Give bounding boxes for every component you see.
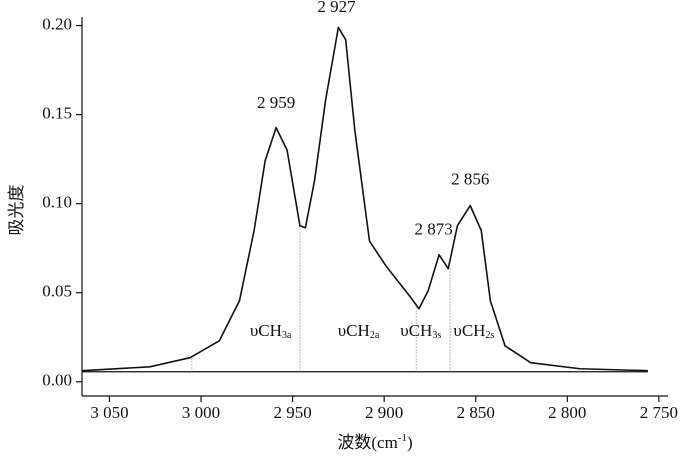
annotation-text: 2 927 (317, 0, 356, 16)
annotation-text: 2 959 (257, 93, 295, 112)
annotation: 2 927 (317, 0, 356, 16)
x-tick-label: 3 000 (182, 403, 220, 422)
annotation-sub: 3s (432, 330, 441, 341)
x-tick-label: 2 900 (365, 403, 403, 422)
y-axis-label: 吸光度 (7, 185, 26, 236)
y-tick-label: 0.20 (42, 14, 72, 33)
annotation: 2 856 (451, 169, 489, 188)
annotation-text: 2 873 (414, 219, 452, 238)
annotation: υCH3a (250, 321, 292, 341)
annotation: υCH3s (400, 321, 441, 341)
annotation-text: υCH (453, 321, 485, 340)
annotation: 2 959 (257, 93, 295, 112)
annotation-sub: 2s (485, 330, 494, 341)
y-tick-label: 0.15 (42, 104, 72, 123)
annotation: υCH2a (338, 321, 380, 341)
annotation: 2 873 (414, 219, 452, 238)
x-tick-label: 2 800 (548, 403, 586, 422)
y-tick-label: 0.10 (42, 193, 72, 212)
x-tick-label: 2 850 (457, 403, 495, 422)
annotation-text: 2 856 (451, 169, 489, 188)
x-axis-label: 波数(cm-1) (337, 432, 412, 452)
annotation: υCH2s (453, 321, 494, 341)
annotation-text: υCH (338, 321, 370, 340)
annotation-sub: 3a (282, 330, 292, 341)
y-tick-label: 0.05 (42, 282, 72, 301)
y-tick-label: 0.00 (42, 371, 72, 390)
spectrum-line (82, 26, 648, 372)
annotation-text: υCH (250, 321, 282, 340)
x-tick-label: 2 750 (640, 403, 678, 422)
annotation-sub: 2a (370, 330, 380, 341)
x-tick-label: 3 050 (90, 403, 128, 422)
x-tick-label: 2 950 (273, 403, 311, 422)
annotation-text: υCH (400, 321, 432, 340)
